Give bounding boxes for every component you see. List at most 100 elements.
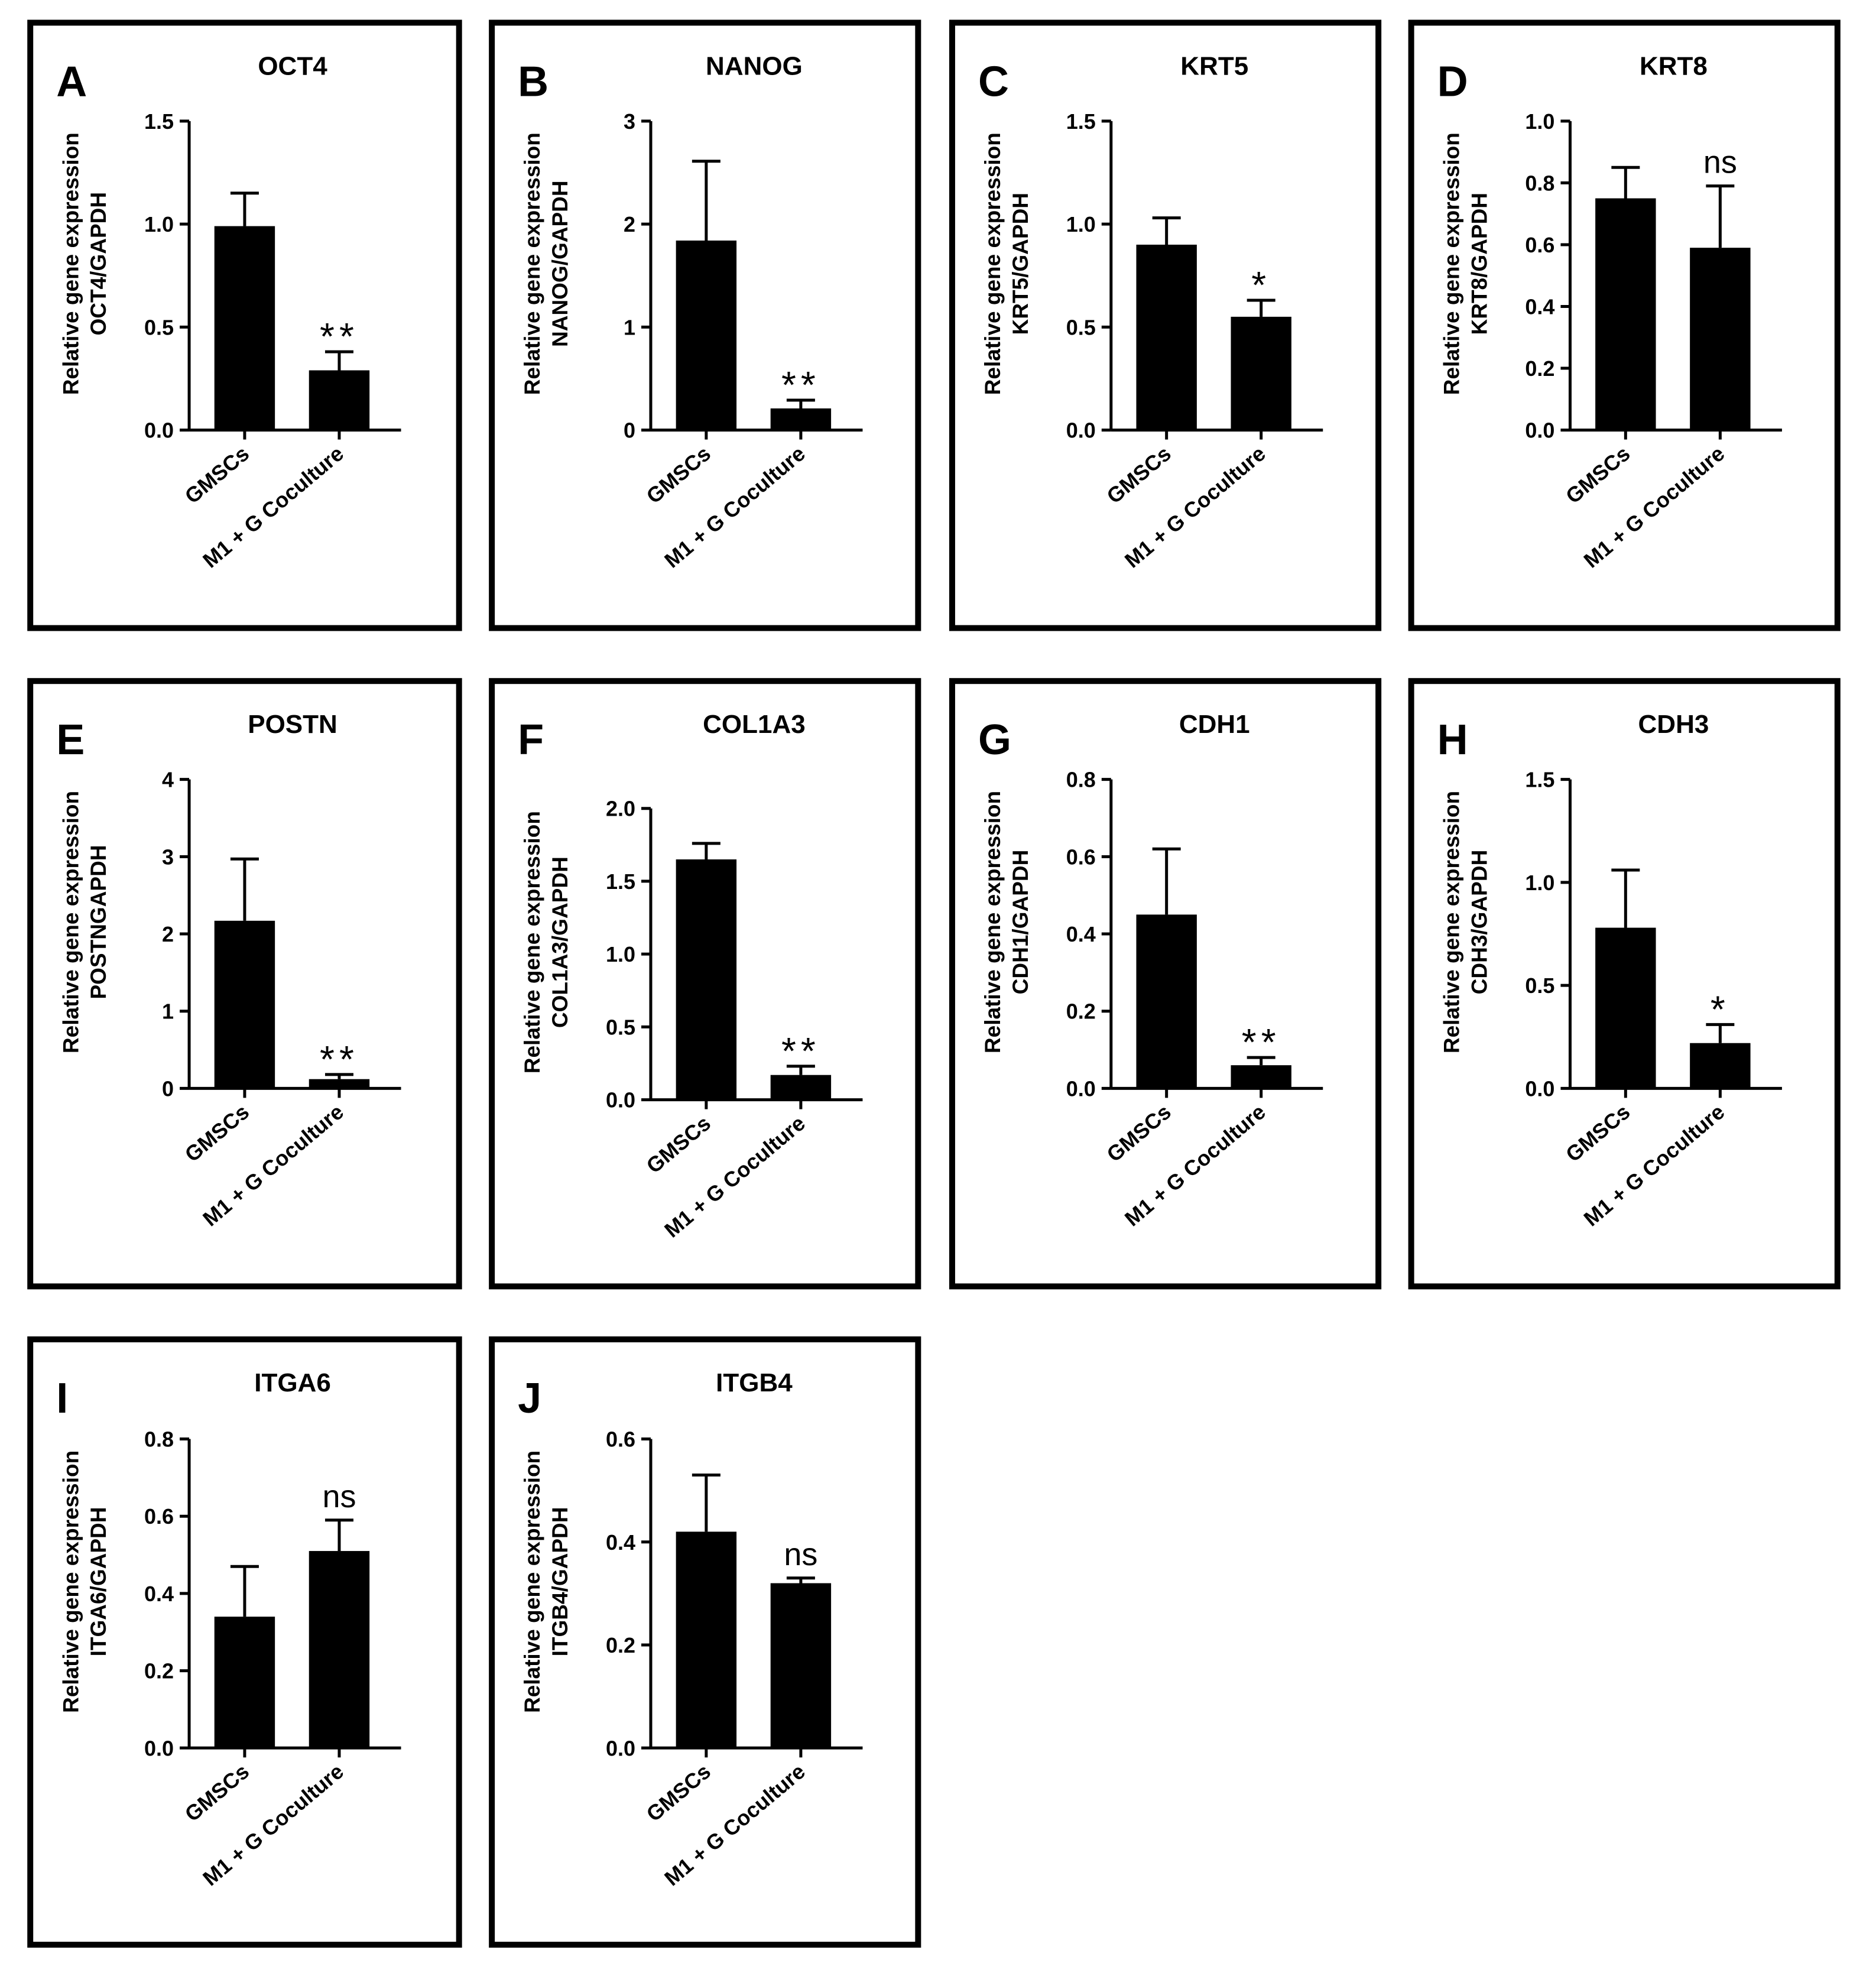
y-axis-sublabel: ITGA6/GAPDH (86, 1507, 111, 1657)
bar (1690, 248, 1751, 430)
chart-panel-c: C KRT5 Relative gene expression KRT5/GAPDH 0… (949, 20, 1382, 631)
y-tick-label: 2.0 (606, 797, 635, 821)
y-axis-sublabel: OCT4/GAPDH (86, 192, 111, 336)
x-tick-label: GMSCs (180, 441, 254, 508)
bar (676, 1531, 737, 1748)
chart-panel-h: H CDH3 Relative gene expression CDH3/GAPDH 0… (1408, 678, 1841, 1290)
x-tick-label: GMSCs (642, 1759, 715, 1826)
y-tick-label: 0.2 (1525, 356, 1554, 381)
y-tick-label: 0.8 (1066, 768, 1096, 792)
y-tick-label: 1.5 (144, 109, 174, 134)
y-axis-label: Relative gene expression (1440, 132, 1464, 395)
panel-border (949, 20, 1382, 631)
x-tick-label: GMSCs (642, 1111, 715, 1178)
panel-letter: C (978, 58, 1009, 105)
bar (1595, 198, 1656, 430)
x-tick-label: GMSCs (1561, 1099, 1634, 1167)
y-tick-label: 0.6 (144, 1504, 174, 1529)
chart-title: CDH3 (1638, 710, 1709, 739)
x-tick-label: GMSCs (1561, 441, 1634, 508)
y-tick-label: 0 (624, 418, 635, 443)
bar (676, 859, 737, 1100)
chart-title: KRT5 (1180, 51, 1248, 80)
panel-letter: F (518, 716, 544, 764)
panel-border (27, 20, 462, 631)
panel-border (1408, 20, 1841, 631)
significance-label: * (1251, 264, 1271, 306)
y-tick-label: 0.5 (1525, 973, 1554, 998)
y-axis-sublabel: ITGB4/GAPDH (548, 1507, 572, 1657)
panel-letter: A (56, 58, 87, 105)
y-axis-label: Relative gene expression (59, 791, 83, 1053)
chart-title: CDH1 (1179, 710, 1250, 739)
chart-title: COL1A3 (703, 710, 806, 739)
bar (770, 1075, 832, 1100)
panel-border (27, 1336, 462, 1948)
y-tick-label: 2 (162, 922, 174, 946)
chart-panel-b: B NANOG Relative gene expression NANOG/GAPD… (489, 20, 921, 631)
y-axis-sublabel: CDH1/GAPDH (1008, 850, 1033, 995)
bar (1231, 316, 1291, 430)
y-tick-label: 4 (162, 768, 174, 792)
y-tick-label: 1.5 (1525, 768, 1554, 792)
bar (1136, 914, 1197, 1089)
significance-label: ** (320, 315, 359, 358)
y-tick-label: 0.2 (606, 1633, 635, 1657)
y-tick-label: 1 (624, 315, 635, 339)
panel-letter: E (56, 716, 85, 764)
panel-letter: I (56, 1375, 68, 1422)
panel-border (27, 678, 462, 1290)
chart-panel-e: E POSTN Relative gene expression POSTNGAPDH… (27, 678, 462, 1290)
y-tick-label: 1.0 (1525, 871, 1554, 895)
y-tick-label: 0.0 (144, 1736, 174, 1760)
bar (1231, 1065, 1291, 1089)
panel-letter: J (518, 1375, 541, 1422)
y-axis-sublabel: NANOG/GAPDH (548, 180, 572, 347)
panel-border (1408, 678, 1841, 1290)
bar (309, 1079, 370, 1089)
y-tick-label: 0.6 (1525, 233, 1554, 257)
y-tick-label: 0.5 (144, 315, 174, 339)
y-tick-label: 0.4 (1066, 922, 1096, 946)
significance-label: ** (320, 1038, 359, 1080)
bar (1595, 927, 1656, 1089)
y-axis-sublabel: POSTNGAPDH (86, 845, 111, 999)
y-tick-label: 2 (624, 212, 635, 236)
bar (1690, 1043, 1751, 1089)
bar (309, 370, 370, 430)
bar (770, 1583, 832, 1748)
y-tick-label: 0.0 (1525, 418, 1554, 443)
significance-label: * (1711, 988, 1730, 1030)
x-tick-label: GMSCs (180, 1759, 254, 1826)
y-tick-label: 0.2 (144, 1659, 174, 1683)
y-tick-label: 0.4 (144, 1582, 174, 1606)
y-axis-label: Relative gene expression (59, 1450, 83, 1713)
y-tick-label: 1.0 (606, 942, 635, 966)
panel-letter: D (1437, 58, 1468, 105)
y-tick-label: 0 (162, 1076, 174, 1101)
chart-title: POSTN (248, 710, 337, 739)
significance-label: ** (781, 364, 820, 406)
y-tick-label: 0.6 (606, 1427, 635, 1452)
y-axis-label: Relative gene expression (1440, 791, 1464, 1053)
panel-letter: B (518, 58, 548, 105)
x-tick-label: GMSCs (180, 1099, 254, 1167)
panel-border (489, 1336, 921, 1948)
y-axis-sublabel: KRT5/GAPDH (1008, 193, 1033, 335)
y-tick-label: 1.5 (606, 869, 635, 894)
significance-label: ** (781, 1030, 820, 1072)
panel-border (949, 678, 1382, 1290)
chart-panel-g: G CDH1 Relative gene expression CDH1/GAPDH 0… (949, 678, 1382, 1290)
y-tick-label: 0.5 (606, 1015, 635, 1039)
y-tick-label: 0.0 (1066, 418, 1096, 443)
significance-label: ns (322, 1479, 356, 1514)
y-tick-label: 0.0 (606, 1736, 635, 1760)
y-axis-sublabel: KRT8/GAPDH (1468, 193, 1492, 335)
panel-letter: G (978, 716, 1011, 764)
y-axis-sublabel: COL1A3/GAPDH (548, 856, 572, 1028)
bar (676, 240, 737, 430)
y-tick-label: 0.0 (1066, 1076, 1096, 1101)
x-tick-label: GMSCs (642, 441, 715, 508)
y-axis-label: Relative gene expression (520, 811, 544, 1073)
